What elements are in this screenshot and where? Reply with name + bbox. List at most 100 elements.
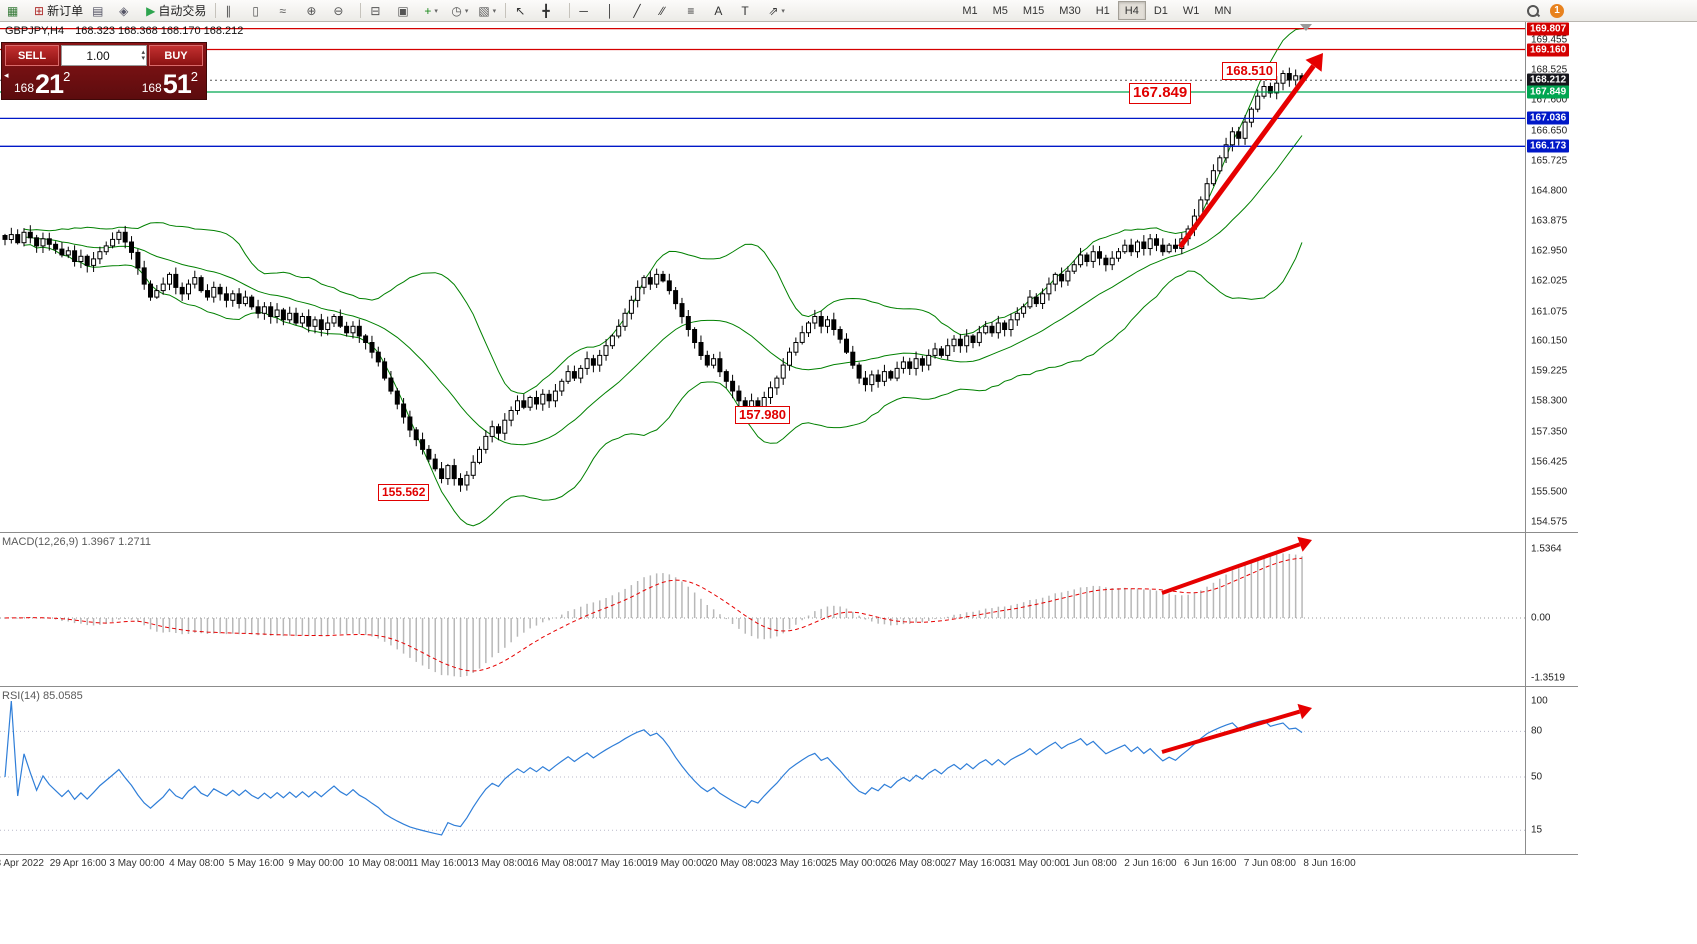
price-tick: 156.425	[1531, 456, 1568, 468]
arrows-tool-button[interactable]: ⇗ ▾	[764, 1, 790, 21]
time-axis-label: 10 May 08:00	[348, 858, 409, 869]
search-icon[interactable]	[1526, 4, 1541, 18]
crosshair-icon: ╋	[542, 3, 550, 18]
time-axis-label: 4 May 08:00	[169, 858, 225, 869]
price-tick: 166.650	[1531, 125, 1568, 137]
bid-prefix: 168	[14, 81, 35, 95]
trade-panel-prices: 168 21 2 168 51 2	[2, 66, 206, 99]
bid-price: 168 21 2	[14, 70, 70, 98]
price-tick: 157.350	[1531, 426, 1568, 438]
tile-windows-button[interactable]: ⊟	[366, 1, 392, 21]
volume-down-icon[interactable]: ▾	[141, 54, 145, 62]
cascade-windows-icon: ▣	[397, 3, 409, 18]
price-annotation[interactable]: 155.562	[378, 484, 430, 501]
horizontal-line-button[interactable]: ─	[575, 1, 601, 21]
periods-button[interactable]: ◷ ▾	[447, 1, 473, 21]
macd-label: MACD(12,26,9) 1.3967 1.2711	[2, 536, 151, 548]
trendline-button[interactable]: ╱	[629, 1, 655, 21]
timeframe-mn-button[interactable]: MN	[1214, 4, 1232, 17]
time-axis-label: 19 May 00:00	[646, 858, 708, 869]
price-annotation[interactable]: 167.849	[1129, 83, 1192, 104]
chart-annotations: 167.849 168.510 157.980 155.562	[0, 22, 1697, 870]
equidistant-channel-button[interactable]: ∕∕	[656, 1, 682, 21]
price-tick: 155.500	[1531, 486, 1568, 498]
timeframe-h1-button[interactable]: H1	[1095, 4, 1110, 17]
time-axis[interactable]: 28 Apr 2022 29 Apr 16:003 May 00:00 4 May …	[0, 856, 1697, 872]
timeframe-h4-button[interactable]: H4	[1117, 1, 1146, 20]
text-label-button[interactable]: T	[737, 1, 763, 21]
rsi-tick: 50	[1531, 771, 1543, 783]
toolbar-separator	[569, 3, 571, 18]
alerts-button[interactable]: ◈	[115, 1, 141, 21]
price-annotation[interactable]: 168.510	[1222, 62, 1277, 81]
crosshair-button[interactable]: ╋	[538, 1, 564, 21]
price-tag-166.173: 166.173	[1527, 139, 1570, 153]
new-chart-icon: ▦	[7, 3, 19, 18]
zoom-in-button[interactable]: ⊕	[302, 1, 328, 21]
timeframe-m15-button[interactable]: M15	[1022, 4, 1045, 17]
notification-badge[interactable]: 1	[1550, 3, 1564, 18]
toolbar-separator	[215, 3, 217, 18]
new-order-label: 新订单	[47, 4, 84, 18]
chart-canvas[interactable]	[0, 22, 1578, 855]
chart-candles-button[interactable]: ▯	[248, 1, 274, 21]
zoom-out-button[interactable]: ⊖	[329, 1, 355, 21]
trade-panel-controls: SELL ▴ ▾ BUY	[2, 43, 206, 66]
chart-line-button[interactable]: ≈	[275, 1, 301, 21]
price-annotation[interactable]: 157.980	[735, 406, 790, 425]
pane-frame	[0, 22, 1578, 855]
new-order-button[interactable]: ⊞ 新订单	[30, 1, 87, 21]
timeframe-m30-button[interactable]: M30	[1059, 4, 1081, 17]
rsi-tick: 80	[1531, 725, 1543, 737]
templates-button[interactable]: ▧ ▾	[474, 1, 500, 21]
plot-content	[0, 27, 1525, 836]
timeframe-d1-button[interactable]: D1	[1153, 4, 1168, 17]
cascade-windows-button[interactable]: ▣	[393, 1, 419, 21]
volume-up-icon[interactable]: ▴	[141, 48, 145, 56]
print-icon: ▤	[92, 3, 104, 18]
vertical-line-button[interactable]: │	[602, 1, 628, 21]
rsi-label: RSI(14) 85.0585	[2, 690, 83, 702]
price-tick: 160.150	[1531, 335, 1568, 347]
trend-arrows[interactable]	[1161, 53, 1323, 754]
fibonacci-button[interactable]: ≡	[683, 1, 709, 21]
chart-bars-button[interactable]: ∥	[221, 1, 247, 21]
price-tick: 154.575	[1531, 516, 1568, 528]
tile-windows-icon: ⊟	[370, 3, 381, 18]
new-chart-button[interactable]: ▦	[3, 1, 29, 21]
ask-price: 168 51 2	[142, 70, 198, 98]
price-tick: 161.075	[1531, 306, 1568, 317]
rsi-line	[4, 700, 1303, 836]
price-tag-167.849: 167.849	[1527, 85, 1570, 99]
cursor-button[interactable]: ↖	[511, 1, 537, 21]
chart-candles-icon: ▯	[252, 3, 259, 18]
timeframe-m1-button[interactable]: M1	[962, 4, 978, 17]
chart-shift-marker[interactable]	[1300, 24, 1312, 31]
price-axis[interactable]: 169.455 168.525 167.600 166.650 165.725 164.8…	[1526, 22, 1606, 855]
candles	[2, 67, 1305, 492]
autotrading-button[interactable]: ▶ 自动交易	[142, 1, 210, 21]
indicators-button[interactable]: + ▾	[420, 1, 446, 21]
text-button[interactable]: A	[710, 1, 736, 21]
timeframe-m5-button[interactable]: M5	[992, 4, 1008, 17]
volume-input[interactable]	[62, 46, 146, 65]
symbol-ohlc-line: GBPJPY,H4 168.323 168.368 168.170 168.21…	[5, 25, 243, 37]
vertical-line-icon: │	[606, 3, 614, 18]
price-tag-169.160: 169.160	[1527, 43, 1570, 57]
macd-tick: 0.00	[1531, 612, 1551, 624]
arrows-tool-caret-icon: ▾	[781, 7, 785, 15]
time-axis-label: 5 May 16:00	[228, 858, 284, 869]
indicators-icon: +	[424, 3, 432, 18]
time-axis-label: 27 May 16:00	[945, 858, 1006, 869]
horizontal-lines	[0, 27, 1525, 147]
print-button[interactable]: ▤	[88, 1, 114, 21]
time-axis-label: 13 May 08:00	[467, 858, 529, 869]
sell-button[interactable]: SELL	[5, 45, 59, 66]
buy-button[interactable]: BUY	[149, 45, 203, 66]
price-tick: 162.950	[1531, 245, 1568, 257]
chart-bars-icon: ∥	[225, 3, 232, 18]
one-click-trade-panel: ◂ SELL ▴ ▾ BUY 168 21 2	[1, 42, 207, 100]
timeframe-w1-button[interactable]: W1	[1182, 4, 1200, 17]
collapse-trade-panel-icon[interactable]: ◂	[4, 70, 9, 80]
